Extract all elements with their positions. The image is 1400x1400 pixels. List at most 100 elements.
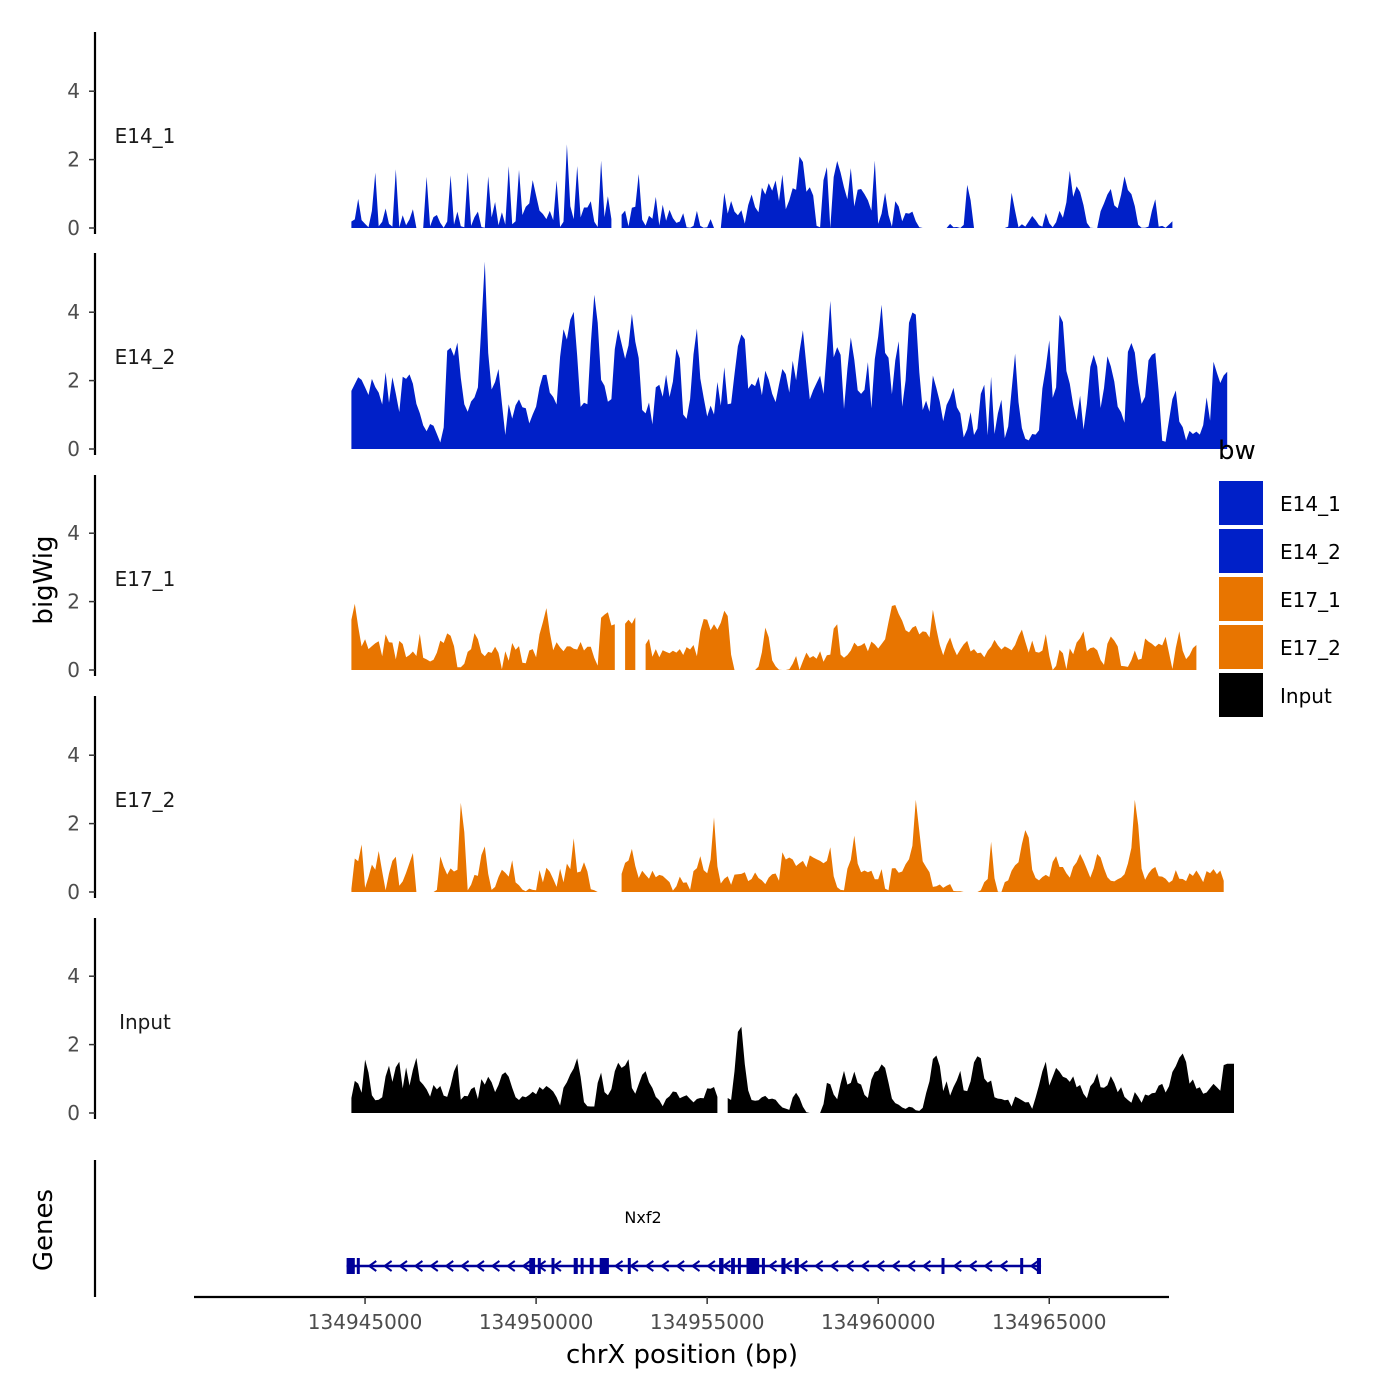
strand-arrow	[613, 1260, 624, 1272]
y-tick-label: 2	[67, 369, 80, 393]
gene-label: Nxf2	[624, 1208, 661, 1227]
y-tick-label: 0	[67, 880, 80, 904]
signal-area-e14-2	[351, 261, 1228, 449]
legend-label: Input	[1280, 684, 1332, 708]
legend-label: E14_1	[1280, 492, 1341, 516]
gene-exon	[529, 1258, 536, 1274]
strand-arrow	[367, 1260, 377, 1272]
legend-swatch-e14-1	[1219, 481, 1263, 525]
strand-arrow	[952, 1260, 962, 1272]
signal-area-e14-1	[351, 144, 1173, 228]
gene-exon	[599, 1258, 609, 1274]
legend-swatch-e14-2	[1219, 529, 1263, 573]
strand-arrow	[844, 1260, 855, 1272]
strand-arrow	[444, 1260, 454, 1272]
gene-exon	[731, 1258, 735, 1274]
strand-arrow	[767, 1260, 778, 1272]
track-label: E17_2	[115, 788, 176, 812]
genes-axis-title: Genes	[29, 1189, 59, 1271]
y-tick-label: 2	[67, 1033, 80, 1057]
gene-exon	[580, 1258, 584, 1274]
y-tick-label: 4	[67, 300, 80, 324]
strand-arrow	[967, 1260, 978, 1272]
gene-exon	[746, 1258, 760, 1274]
x-tick-label: 134960000	[821, 1310, 936, 1334]
gene-exon	[1036, 1258, 1041, 1274]
x-axis: 134945000 134950000 134955000 134960000 1349…	[194, 1295, 1169, 1334]
legend-title: bw	[1218, 436, 1256, 466]
strand-arrow	[1029, 1260, 1039, 1272]
x-axis-title: chrX position (bp)	[566, 1340, 798, 1370]
strand-arrow	[829, 1260, 839, 1272]
track-e17-2: 0 2 4 E17_2	[67, 696, 1224, 904]
strand-arrow	[983, 1260, 993, 1272]
track-e14-1: 0 2 4 E14_1	[67, 32, 1173, 240]
legend-swatch-e17-2	[1219, 625, 1263, 669]
gene-exon	[573, 1258, 578, 1274]
y-tick-label: 2	[67, 812, 80, 836]
x-tick-label: 134955000	[650, 1310, 765, 1334]
signal-tracks: 0 2 4 E14_1 0 2 4 E14_2 0 2 4 E17_1 0 2 4 E17_2 0 2 4 Input	[67, 32, 1234, 1125]
legend-label: E17_1	[1280, 588, 1341, 612]
track-e17-1: 0 2 4 E17_1	[67, 475, 1197, 682]
legend-label: E17_2	[1280, 636, 1341, 660]
gene-exon	[356, 1258, 360, 1274]
y-tick-label: 0	[67, 658, 80, 682]
gene-track: Nxf2	[93, 1160, 1042, 1297]
strand-arrow	[398, 1260, 408, 1272]
strand-arrow	[429, 1260, 439, 1272]
strand-arrow	[660, 1260, 670, 1272]
strand-arrow	[413, 1260, 424, 1272]
gene-exon	[627, 1258, 631, 1274]
strand-arrow	[906, 1260, 916, 1272]
gene-exon	[761, 1258, 765, 1274]
y-tick-label: 2	[67, 590, 80, 614]
x-tick-label: 134965000	[992, 1310, 1107, 1334]
legend-label: E14_2	[1280, 540, 1341, 564]
track-e14-2: 0 2 4 E14_2	[67, 253, 1228, 461]
gene-exon	[737, 1258, 741, 1274]
y-tick-label: 4	[67, 79, 80, 103]
y-tick-label: 0	[67, 437, 80, 461]
gene-exon	[794, 1258, 799, 1274]
strand-arrow	[860, 1260, 870, 1272]
legend-swatch-input	[1219, 673, 1263, 717]
y-tick-label: 4	[67, 743, 80, 767]
track-label: E14_1	[115, 124, 176, 148]
strand-arrow	[798, 1260, 808, 1272]
y-tick-label: 4	[67, 521, 80, 545]
y-tick-label: 0	[67, 216, 80, 240]
track-label: E14_2	[115, 345, 176, 369]
strand-arrow	[629, 1260, 639, 1272]
strand-arrow	[675, 1260, 685, 1272]
strand-arrow	[813, 1260, 824, 1272]
strand-arrow	[382, 1260, 393, 1272]
gene-exon	[346, 1258, 355, 1274]
y-axis-title: bigWig	[29, 535, 59, 624]
gene-exon	[551, 1258, 555, 1274]
signal-area-e17-1	[351, 603, 1197, 670]
strand-arrow	[875, 1260, 885, 1272]
track-input: 0 2 4 Input	[67, 918, 1234, 1125]
y-tick-label: 2	[67, 148, 80, 172]
gene-exon	[589, 1258, 594, 1274]
signal-area-e17-2	[351, 799, 1224, 892]
x-tick-label: 134945000	[308, 1310, 423, 1334]
x-tick-label: 134950000	[479, 1310, 594, 1334]
strand-arrow	[690, 1260, 701, 1272]
y-tick-label: 0	[67, 1101, 80, 1125]
track-label: Input	[119, 1010, 171, 1034]
strand-arrow	[921, 1260, 932, 1272]
gene-exon	[537, 1258, 541, 1274]
legend-swatch-e17-1	[1219, 577, 1263, 621]
strand-arrow	[475, 1260, 485, 1272]
signal-area-input	[351, 1026, 1234, 1113]
strand-arrow	[521, 1260, 531, 1272]
strand-arrow	[706, 1260, 716, 1272]
gene-exon	[781, 1258, 786, 1274]
strand-arrow	[644, 1260, 654, 1272]
gene-exon	[1020, 1258, 1024, 1274]
gene-exon	[941, 1258, 945, 1274]
legend: bw E14_1 E14_2 E17_1 E17_2 Input	[1218, 436, 1341, 717]
